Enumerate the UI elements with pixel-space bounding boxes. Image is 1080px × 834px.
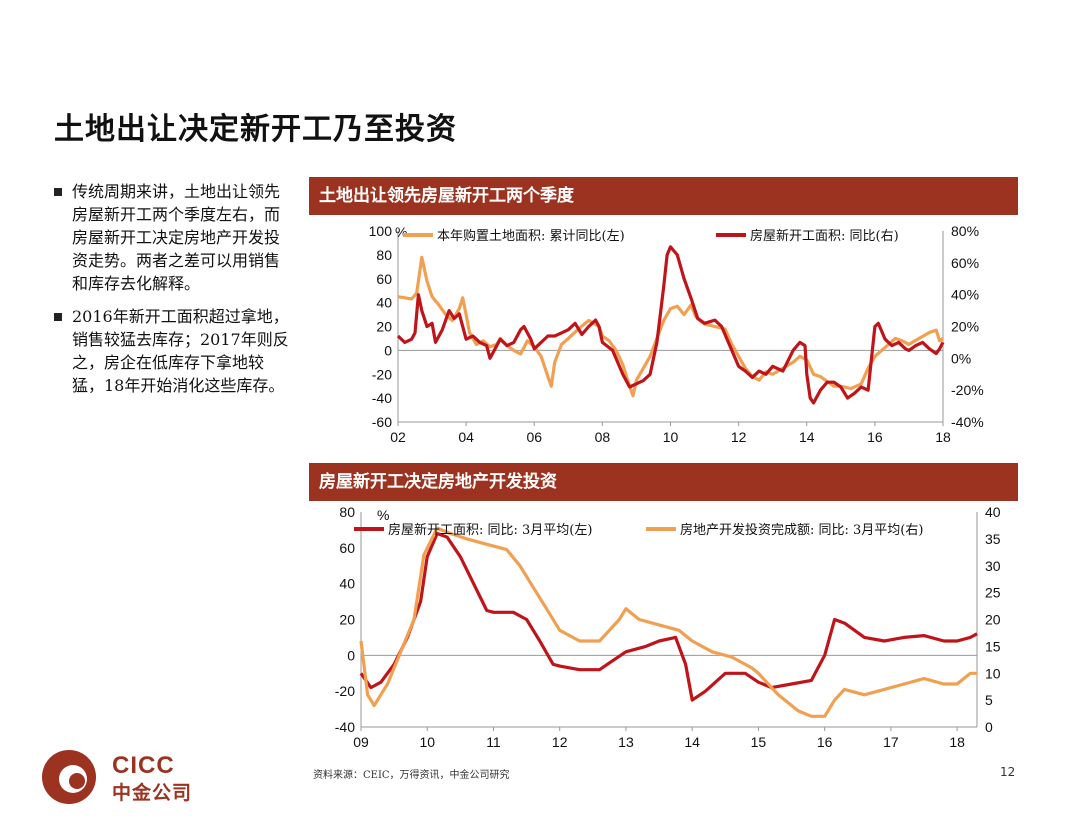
- y-tick-left: 100: [369, 223, 393, 239]
- x-tick: 13: [618, 734, 634, 750]
- y-tick-left: 40: [339, 576, 355, 592]
- x-tick: 14: [684, 734, 700, 750]
- x-tick: 12: [731, 429, 747, 445]
- x-tick: 10: [419, 734, 435, 750]
- x-tick: 18: [935, 429, 951, 445]
- bullet-square-icon: [54, 313, 62, 321]
- y-tick-left: -20: [372, 366, 392, 382]
- y-tick-right: 10: [985, 665, 1001, 681]
- chart2-title-bar: 房屋新开工决定房地产开发投资: [309, 463, 1018, 501]
- x-tick: 16: [817, 734, 833, 750]
- bullet-text: 传统周期来讲，土地出让领先房屋新开工两个季度左右，而房屋新开工决定房地产开发投资…: [72, 182, 281, 293]
- y-tick-left: 0: [347, 647, 355, 663]
- x-tick: 14: [799, 429, 815, 445]
- bullet-text: 2016年新开工面积超过拿地，销售较猛去库存；2017年则反之，房企在低库存下拿…: [72, 307, 289, 395]
- y-tick-left: 40: [376, 295, 392, 311]
- y-tick-right: 30: [985, 558, 1001, 574]
- y-tick-right: 80%: [951, 223, 979, 239]
- x-tick: 11: [486, 734, 501, 750]
- x-tick: 15: [751, 734, 767, 750]
- bullet-item: 2016年新开工面积超过拿地，销售较猛去库存；2017年则反之，房企在低库存下拿…: [54, 305, 294, 397]
- bullet-item: 传统周期来讲，土地出让领先房屋新开工两个季度左右，而房屋新开工决定房地产开发投资…: [54, 180, 294, 295]
- series-line-1: [359, 526, 977, 718]
- x-tick: 02: [390, 429, 406, 445]
- y-tick-left: -40: [372, 390, 392, 406]
- logo-text-cn: 中金公司: [112, 782, 193, 804]
- y-tick-left: 20: [376, 319, 392, 335]
- series-line-0: [359, 531, 978, 702]
- x-tick: 08: [595, 429, 611, 445]
- chart1-title-bar: 土地出让领先房屋新开工两个季度: [309, 177, 1018, 215]
- y-tick-right: 40: [985, 504, 1001, 520]
- y-tick-right: 60%: [951, 255, 979, 271]
- x-tick: 04: [458, 429, 474, 445]
- y-tick-right: -40%: [951, 414, 984, 430]
- y-tick-left: 80: [376, 247, 392, 263]
- y-tick-left: -20: [335, 683, 355, 699]
- y-tick-left: 60: [376, 271, 392, 287]
- bullet-square-icon: [54, 188, 62, 196]
- y-tick-left: -60: [372, 414, 392, 430]
- y-tick-right: 0%: [951, 350, 971, 366]
- y-tick-left: 20: [339, 612, 355, 628]
- source-note: 资料来源：CEIC，万得资讯，中金公司研究: [313, 770, 510, 781]
- chart2-starts-vs-investment: 80 60 40 20 0 -20 -40 40 35 30 25 20 15 10 5 0 09 10 11 12 1…: [335, 504, 1001, 750]
- chart1-land-vs-starts: 100 80 60 40 20 0 -20 -40 -60 80% 60% 40% 20% 0% -20% -…: [369, 223, 984, 445]
- y-tick-left: 80: [339, 504, 355, 520]
- y-tick-right: -20%: [951, 382, 984, 398]
- page-title: 土地出让决定新开工乃至投资: [54, 112, 457, 147]
- x-tick: 06: [526, 429, 542, 445]
- x-tick: 12: [552, 734, 568, 750]
- x-tick: 16: [867, 429, 883, 445]
- unit-label: %: [395, 224, 407, 240]
- y-tick-right: 40%: [951, 287, 979, 303]
- x-tick: 17: [883, 734, 899, 750]
- y-tick-right: 20%: [951, 319, 979, 335]
- x-tick: 18: [949, 734, 965, 750]
- legend-label-1: 房地产开发投资完成额: 同比: 3月平均(右): [680, 522, 923, 538]
- y-tick-left: 60: [339, 540, 355, 556]
- bullet-list: 传统周期来讲，土地出让领先房屋新开工两个季度左右，而房屋新开工决定房地产开发投资…: [54, 180, 294, 407]
- x-tick: 10: [663, 429, 679, 445]
- y-tick-right: 5: [985, 692, 993, 708]
- y-tick-right: 25: [985, 585, 1001, 601]
- y-tick-right: 15: [985, 638, 1001, 654]
- y-tick-right: 35: [985, 531, 1001, 547]
- series-line-0: [397, 255, 944, 398]
- y-tick-left: -40: [335, 719, 355, 735]
- cicc-logo-icon: [42, 750, 96, 804]
- unit-label: %: [377, 507, 389, 523]
- legend-label-0: 本年购置土地面积: 累计同比(左): [437, 228, 625, 244]
- y-tick-left: 0: [384, 342, 392, 358]
- series-line-1: [396, 245, 945, 405]
- legend-label-1: 房屋新开工面积: 同比(右): [750, 228, 899, 244]
- y-tick-right: 20: [985, 612, 1001, 628]
- x-tick: 09: [353, 734, 369, 750]
- logo-text: CICC: [112, 752, 175, 779]
- page-number: 12: [1000, 765, 1016, 779]
- y-tick-right: 0: [985, 719, 993, 735]
- legend-label-0: 房屋新开工面积: 同比: 3月平均(左): [388, 522, 592, 538]
